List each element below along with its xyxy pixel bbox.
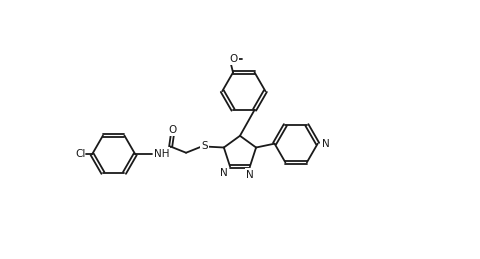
- Text: O: O: [168, 125, 176, 135]
- Text: Cl: Cl: [75, 149, 86, 159]
- Text: NH: NH: [154, 148, 169, 159]
- Text: N: N: [246, 170, 253, 179]
- Text: N: N: [321, 139, 329, 149]
- Text: S: S: [201, 141, 207, 151]
- Text: O: O: [229, 54, 238, 64]
- Text: N: N: [219, 168, 227, 178]
